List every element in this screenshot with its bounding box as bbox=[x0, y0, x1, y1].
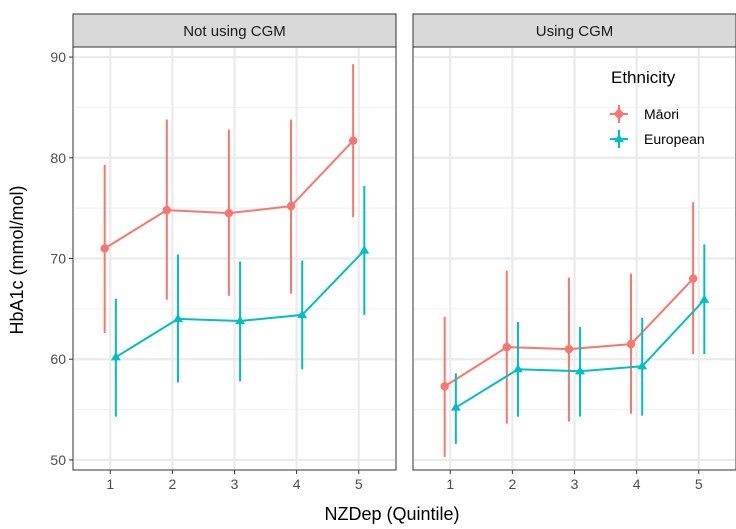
legend-key-marker bbox=[614, 133, 624, 143]
data-point bbox=[626, 339, 636, 349]
panel-strip bbox=[72, 13, 397, 48]
series-m-ori bbox=[100, 64, 358, 334]
y-axis-title: HbA1c (mmol/mol) bbox=[7, 185, 27, 334]
x-tick-label: 1 bbox=[446, 476, 454, 492]
panel-strip-title: Using CGM bbox=[536, 23, 614, 40]
y-tick-label: 60 bbox=[50, 351, 66, 367]
series-european bbox=[450, 244, 710, 444]
data-point bbox=[450, 402, 461, 411]
panel-strip-title: Not using CGM bbox=[183, 23, 286, 40]
data-point bbox=[297, 309, 308, 319]
x-tick-label: 1 bbox=[106, 476, 114, 492]
y-tick-label: 90 bbox=[50, 49, 66, 65]
x-tick-label: 3 bbox=[571, 476, 579, 492]
legend-title: Ethnicity bbox=[611, 68, 676, 87]
y-tick-label: 50 bbox=[50, 452, 66, 468]
data-point bbox=[502, 342, 511, 352]
data-point bbox=[564, 344, 574, 354]
data-point bbox=[162, 205, 171, 215]
data-point bbox=[100, 244, 109, 253]
data-point bbox=[286, 201, 296, 211]
panel-not-using-cgm: Not using CGM 1 2 3 4 5 bbox=[72, 13, 397, 492]
data-point bbox=[513, 364, 523, 373]
data-point bbox=[637, 361, 648, 370]
data-point bbox=[440, 382, 449, 391]
x-tick-label: 4 bbox=[633, 476, 641, 492]
panel-plot-area bbox=[414, 48, 735, 469]
data-point bbox=[688, 274, 698, 283]
legend-label: Māori bbox=[644, 106, 679, 122]
legend: Ethnicity Māori European bbox=[610, 68, 705, 148]
data-point bbox=[699, 294, 710, 303]
y-tick-label: 80 bbox=[50, 150, 66, 166]
data-point bbox=[359, 245, 370, 254]
legend-key-marker bbox=[614, 109, 624, 119]
x-tick-label: 2 bbox=[168, 476, 176, 492]
legend-item-m-ori: Māori bbox=[610, 105, 679, 123]
series-european bbox=[110, 185, 370, 417]
x-tick-label: 5 bbox=[355, 476, 363, 492]
x-axis-title: NZDep (Quintile) bbox=[324, 504, 459, 524]
panels-group: Not using CGM 1 2 3 4 5 Using CGM 1 2 3 4 5 50 60 70 80… bbox=[50, 13, 736, 492]
data-point bbox=[348, 136, 358, 145]
x-tick-label: 3 bbox=[231, 476, 239, 492]
panel-using-cgm: Using CGM 1 2 3 4 5 bbox=[412, 13, 736, 492]
legend-item-european: European bbox=[610, 130, 705, 148]
legend-label: European bbox=[644, 131, 705, 147]
y-tick-label: 70 bbox=[50, 251, 66, 267]
data-point bbox=[110, 352, 121, 361]
data-point bbox=[173, 313, 183, 323]
series-m-ori bbox=[440, 202, 698, 457]
x-tick-label: 2 bbox=[508, 476, 516, 492]
panel-plot-area bbox=[74, 48, 395, 469]
x-tick-label: 4 bbox=[293, 476, 301, 492]
data-point bbox=[235, 315, 246, 325]
data-point bbox=[224, 208, 234, 218]
x-tick-label: 5 bbox=[695, 476, 703, 492]
data-point bbox=[575, 366, 586, 375]
